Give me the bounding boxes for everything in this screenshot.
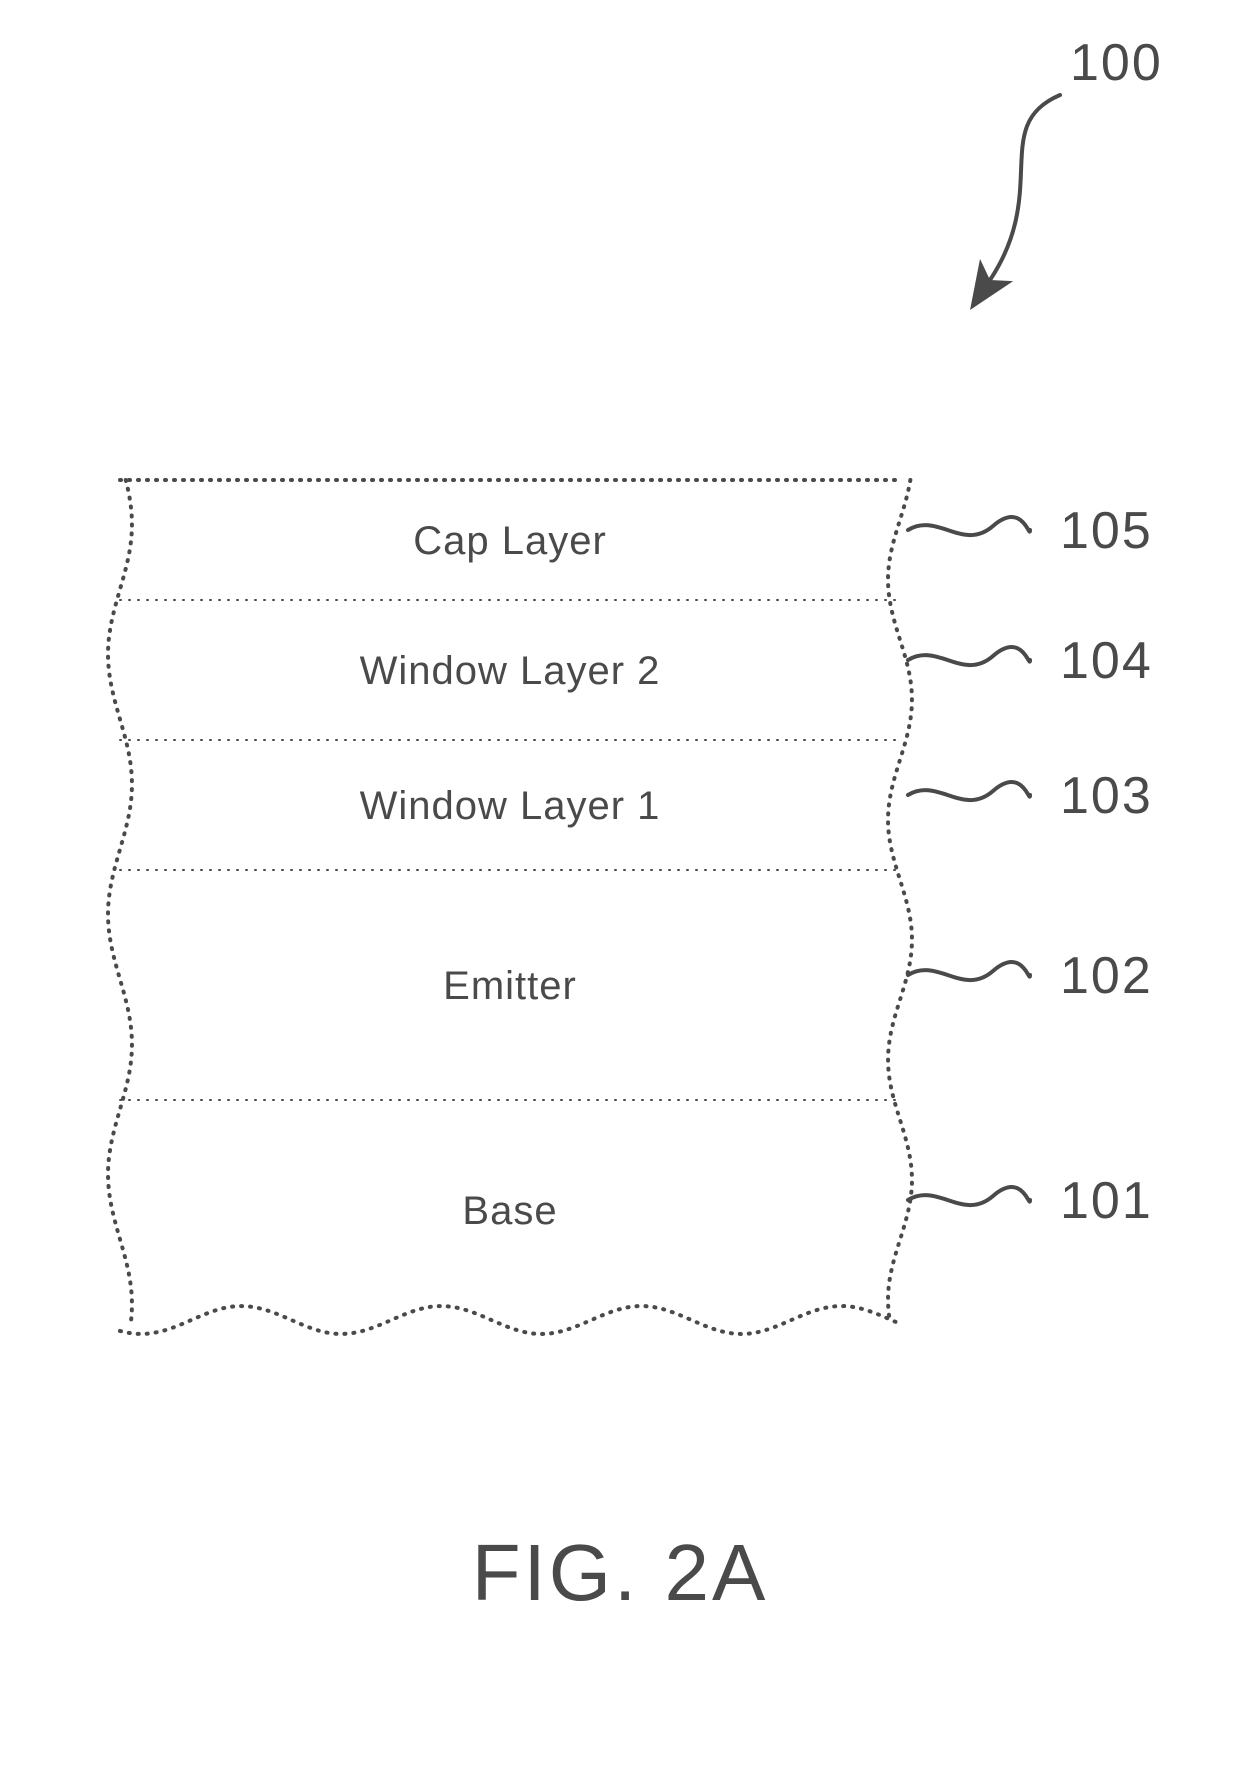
reference-number: 101	[1060, 1172, 1153, 1230]
layer-stack: Cap Layer Window Layer 2 Window Layer 1 Emi…	[108, 480, 912, 1334]
reference-number: 104	[1060, 632, 1153, 690]
reference-number: 102	[1060, 947, 1153, 1005]
layer-label: Emitter	[443, 964, 577, 1008]
layer-label: Base	[462, 1189, 557, 1233]
leader-line	[908, 962, 1030, 980]
layer-label: Cap Layer	[413, 519, 607, 563]
reference-number: 103	[1060, 767, 1153, 825]
leader-line	[908, 1187, 1030, 1205]
leader-line	[908, 782, 1030, 800]
assembly-leader-arrow	[990, 95, 1060, 280]
leader-line	[908, 517, 1030, 535]
reference-number: 105	[1060, 502, 1153, 560]
layer-label: Window Layer 1	[360, 784, 661, 828]
layer-label: Window Layer 2	[360, 649, 661, 693]
figure-caption: FIG. 2A	[472, 1528, 769, 1617]
leader-line	[908, 647, 1030, 665]
assembly-reference-number: 100	[1070, 34, 1163, 92]
